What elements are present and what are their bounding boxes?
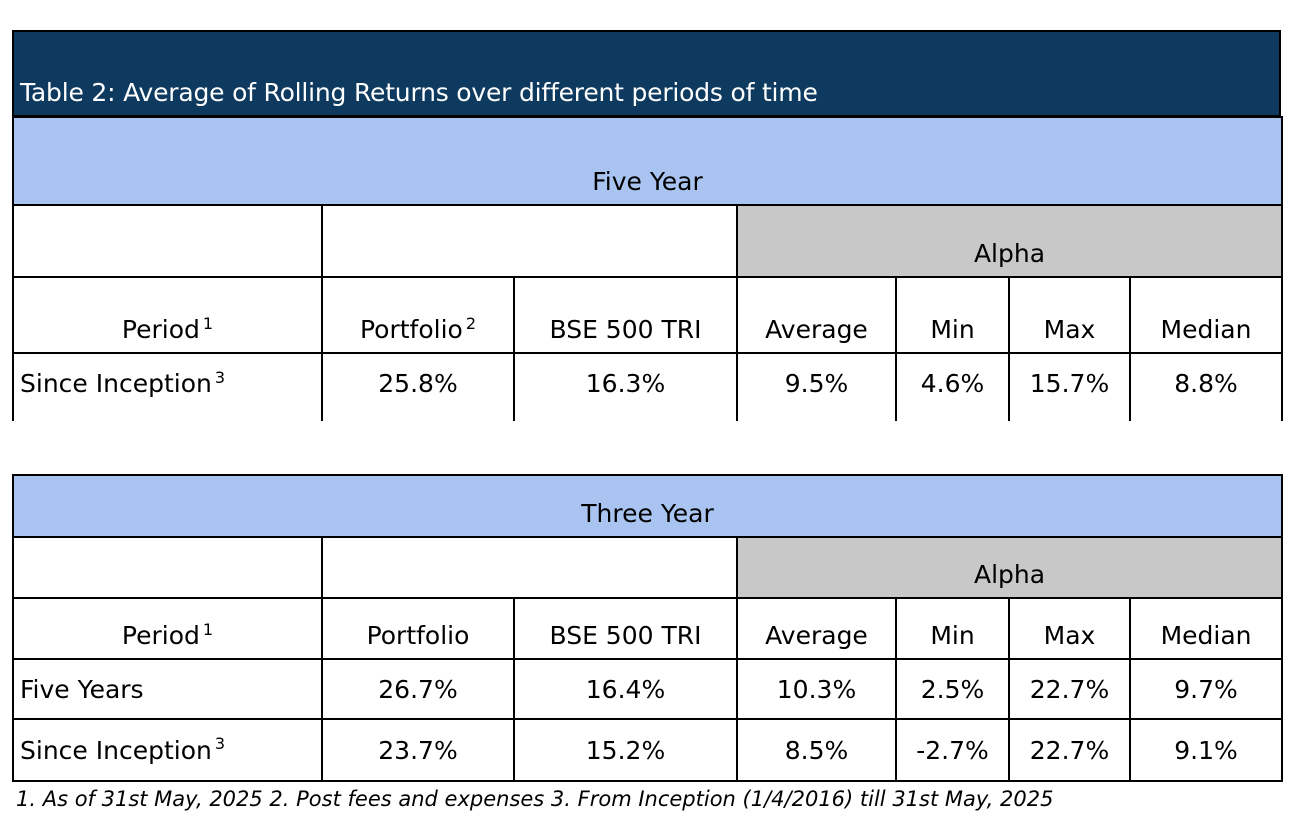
group-header-row: Alpha <box>12 536 1284 599</box>
section-label: Five Year <box>11 116 1284 206</box>
average-cell: 8.5% <box>736 718 897 782</box>
min-cell: -2.7% <box>895 718 1010 782</box>
section-header-row: Five Year <box>11 116 1284 206</box>
gridline-stub <box>321 413 515 421</box>
benchmark-cell: 16.3% <box>513 352 738 413</box>
empty-header-cell <box>321 204 738 278</box>
benchmark-header: BSE 500 TRI <box>513 276 738 354</box>
benchmark-header: BSE 500 TRI <box>513 597 738 660</box>
portfolio-header-text: Portfolio <box>359 315 463 344</box>
period-header-text: Period <box>121 621 200 650</box>
benchmark-cell: 16.4% <box>513 658 738 720</box>
section-label: Three Year <box>11 474 1284 538</box>
median-cell: 8.8% <box>1128 352 1284 413</box>
group-header-row: Alpha <box>12 204 1284 278</box>
min-header: Min <box>895 276 1010 354</box>
portfolio-header: Portfolio <box>321 597 515 660</box>
portfolio-cell: 23.7% <box>321 718 515 782</box>
alpha-group-header: Alpha <box>735 204 1284 278</box>
portfolio-header: Portfolio 2 <box>321 276 515 354</box>
gridline-stub <box>1008 413 1131 421</box>
period-cell: Since Inception 3 <box>12 718 323 782</box>
min-cell: 4.6% <box>895 352 1010 413</box>
footnote-marker: 2 <box>465 313 477 333</box>
average-cell: 10.3% <box>736 658 897 720</box>
median-cell: 9.1% <box>1128 718 1284 782</box>
trailing-gridline-row <box>12 413 1284 421</box>
gridline-stub <box>895 413 1010 421</box>
period-cell: Since Inception 3 <box>12 352 323 413</box>
empty-header-cell <box>321 536 738 599</box>
alpha-group-header: Alpha <box>735 536 1284 599</box>
gridline-stub <box>1128 413 1284 421</box>
footnote-marker: 3 <box>214 367 226 387</box>
average-header: Average <box>736 597 897 660</box>
average-cell: 9.5% <box>736 352 897 413</box>
max-header: Max <box>1008 276 1131 354</box>
min-header: Min <box>895 597 1010 660</box>
footnote-marker: 3 <box>214 734 226 754</box>
min-cell: 2.5% <box>895 658 1010 720</box>
table-title-banner: Table 2: Average of Rolling Returns over… <box>12 30 1281 117</box>
average-header: Average <box>736 276 897 354</box>
five-year-table: Five Year Alpha Period 1 Portfolio 2 BSE 5… <box>11 116 1284 421</box>
period-header-text: Period <box>121 315 200 344</box>
table-row: Since Inception 3 25.8% 16.3% 9.5% 4.6% 1… <box>12 352 1284 413</box>
period-cell-text: Since Inception <box>20 369 212 398</box>
table-title: Table 2: Average of Rolling Returns over… <box>20 78 818 107</box>
footnote-text: 1. As of 31st May, 2025 2. Post fees and… <box>16 787 1054 811</box>
empty-header-cell <box>12 536 323 599</box>
empty-header-cell <box>12 204 323 278</box>
three-year-table: Three Year Alpha Period 1 Portfolio BSE 5… <box>11 474 1284 782</box>
max-cell: 15.7% <box>1008 352 1131 413</box>
period-header: Period 1 <box>12 276 323 354</box>
max-cell: 22.7% <box>1008 658 1131 720</box>
period-cell: Five Years <box>12 658 323 720</box>
gridline-stub <box>12 413 323 421</box>
footnote-marker: 1 <box>202 313 214 333</box>
max-header: Max <box>1008 597 1131 660</box>
column-header-row: Period 1 Portfolio 2 BSE 500 TRI Average M… <box>12 276 1284 354</box>
footnote-marker: 1 <box>202 619 214 639</box>
section-header-row: Three Year <box>11 474 1284 538</box>
median-cell: 9.7% <box>1128 658 1284 720</box>
period-header: Period 1 <box>12 597 323 660</box>
benchmark-cell: 15.2% <box>513 718 738 782</box>
table-row: Five Years 26.7% 16.4% 10.3% 2.5% 22.7% … <box>12 658 1284 720</box>
portfolio-cell: 25.8% <box>321 352 515 413</box>
median-header: Median <box>1128 276 1284 354</box>
gridline-stub <box>736 413 897 421</box>
period-cell-text: Since Inception <box>20 735 212 765</box>
table-row: Since Inception 3 23.7% 15.2% 8.5% -2.7% … <box>12 718 1284 782</box>
gridline-stub <box>513 413 738 421</box>
column-header-row: Period 1 Portfolio BSE 500 TRI Average Mi… <box>12 597 1284 660</box>
median-header: Median <box>1128 597 1284 660</box>
portfolio-cell: 26.7% <box>321 658 515 720</box>
max-cell: 22.7% <box>1008 718 1131 782</box>
